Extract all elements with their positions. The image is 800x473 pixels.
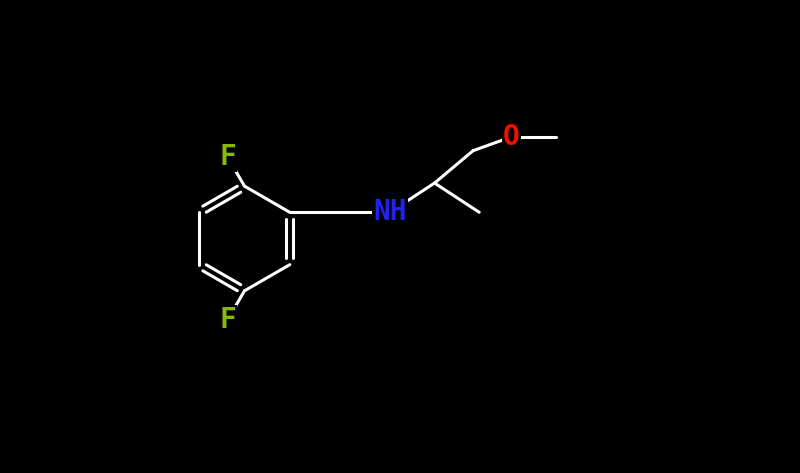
Text: NH: NH	[373, 198, 406, 226]
Text: F: F	[219, 306, 236, 334]
Text: O: O	[503, 123, 520, 151]
Text: F: F	[219, 143, 236, 171]
